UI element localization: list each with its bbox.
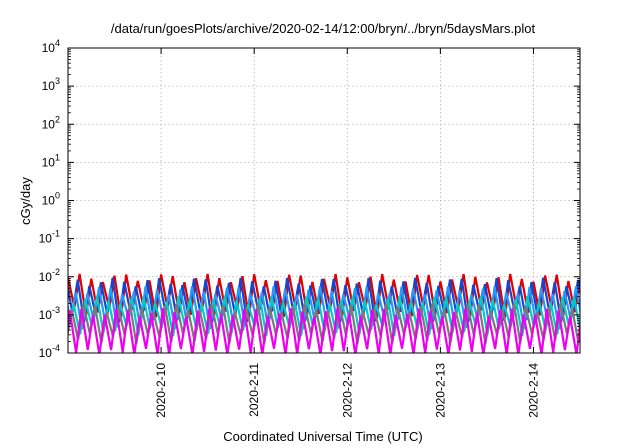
y-tick-label: 102 — [42, 114, 60, 131]
x-axis-label: Coordinated Universal Time (UTC) — [223, 429, 422, 444]
y-tick-label: 10-3 — [39, 305, 60, 322]
series-layer — [68, 273, 580, 353]
x-tick-label: 2020-2-14 — [526, 363, 540, 418]
chart-title: /data/run/goesPlots/archive/2020-02-14/1… — [111, 21, 536, 36]
y-tick-label: 103 — [42, 76, 60, 93]
y-axis-label: cGy/day — [18, 177, 33, 225]
x-tick-label: 2020-2-13 — [433, 363, 447, 418]
y-tick-label: 104 — [42, 38, 60, 55]
grid-layer — [68, 48, 580, 353]
y-tick-label: 10-1 — [39, 229, 60, 246]
frame-layer — [67, 47, 581, 354]
series-line-6 — [68, 308, 580, 353]
y-tick-label: 101 — [42, 152, 60, 169]
y-tick-label: 10-2 — [39, 267, 60, 284]
y-tick-label: 100 — [42, 191, 60, 208]
x-tick-label: 2020-2-10 — [154, 363, 168, 418]
plot-frame — [67, 47, 581, 354]
x-tick-label: 2020-2-11 — [247, 363, 261, 417]
x-tick-labels: 2020-2-10 2020-2-11 2020-2-12 2020-2-13 2020… — [154, 363, 540, 418]
y-tick-labels: 10-4 10-3 10-2 10-1 100 101 102 103 104 — [39, 38, 60, 360]
x-tick-label: 2020-2-12 — [340, 363, 354, 418]
y-tick-label: 10-4 — [39, 343, 60, 360]
